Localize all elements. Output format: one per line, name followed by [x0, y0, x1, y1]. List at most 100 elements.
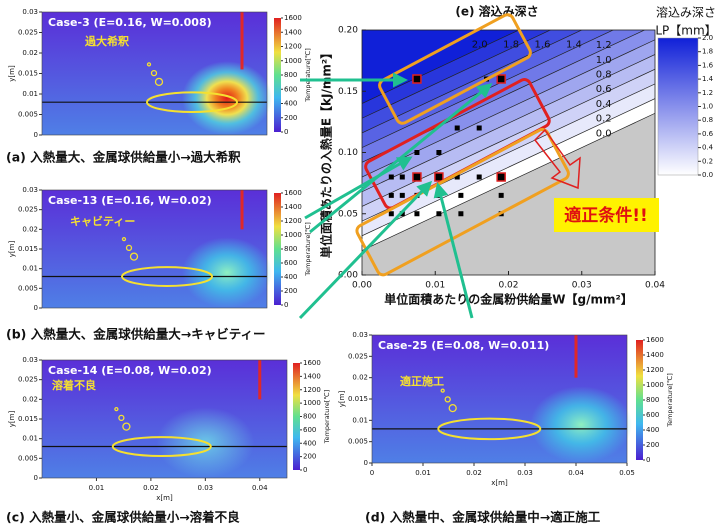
colorbar-tick-label: 200 — [284, 287, 297, 295]
y-tick-label: 0.03 — [352, 331, 368, 339]
contour-line — [362, 30, 583, 134]
x-tick-label: 0.01 — [415, 469, 431, 477]
colorbar-unit: LP【mm】 — [655, 24, 716, 38]
data-point — [436, 150, 442, 155]
data-point — [414, 211, 420, 217]
y-tick-label: 0.02 — [352, 374, 368, 382]
colorbar-tick-label: 800 — [284, 245, 297, 253]
caption: (d) 入熱量中、金属球供給量中→適正施工 — [365, 510, 601, 525]
y-tick-label: 0.02 — [22, 395, 38, 403]
y-tick-label: 0.03 — [22, 356, 38, 364]
callout: 適正条件!! — [564, 205, 648, 226]
y-tick-label: 0.01 — [22, 265, 38, 273]
data-point — [496, 74, 506, 84]
y-tick-label: 0 — [364, 459, 368, 467]
y-tick-label: 0.025 — [18, 29, 38, 37]
contour-label: 0.6 — [596, 84, 612, 95]
colorbar — [636, 340, 643, 460]
y-tick-label: 0.05 — [338, 209, 358, 219]
y-tick-label: 0.025 — [18, 206, 38, 214]
annotation: 適正施工 — [400, 374, 444, 388]
colorbar-tick-label: 600 — [284, 85, 297, 93]
y-axis-label: y[m] — [8, 65, 16, 82]
x-tick-label: 0.03 — [572, 281, 592, 291]
data-point — [458, 192, 464, 198]
contour-line — [362, 112, 655, 251]
y-tick-label: 0.20 — [338, 26, 358, 36]
colorbar-tick-label: 200 — [284, 114, 297, 122]
colorbar-tick-label: 1600 — [646, 336, 664, 344]
data-point — [412, 74, 422, 84]
y-tick-label: 0.02 — [22, 225, 38, 233]
x-tick-label: 0.01 — [89, 484, 105, 492]
y-tick-label: 0.03 — [22, 8, 38, 16]
y-tick-label: 0.01 — [22, 435, 38, 443]
colorbar-tick-label: 0.2 — [702, 157, 713, 165]
colorbar-tick-label: 800 — [646, 396, 659, 404]
chart-title: (e) 溶込み深さ — [455, 4, 538, 19]
colorbar-tick-label: 1400 — [284, 203, 302, 211]
data-point — [399, 192, 405, 198]
x-tick-label: 0.03 — [517, 469, 533, 477]
data-point — [496, 172, 506, 182]
colorbar-tick-label: 600 — [646, 411, 659, 419]
x-tick-label: 0.03 — [198, 484, 214, 492]
colorbar-tick-label: 400 — [303, 439, 316, 447]
colorbar — [274, 193, 281, 305]
colorbar-tick-label: 1000 — [646, 381, 664, 389]
colorbar-tick-label: 400 — [284, 100, 297, 108]
contour-label: 1.0 — [596, 55, 612, 66]
contour-label: 1.4 — [566, 39, 582, 50]
colorbar-tick-label: 0.8 — [702, 116, 713, 124]
y-tick-label: 0.015 — [18, 70, 38, 78]
arrow — [309, 83, 493, 234]
colorbar-label: Temperature[℃] — [323, 390, 331, 445]
y-tick-label: 0.01 — [352, 416, 368, 424]
colorbar-tick-label: 1.0 — [702, 103, 713, 111]
bubble — [150, 69, 158, 77]
y-tick-label: 0.005 — [348, 438, 368, 446]
colorbar-tick-label: 400 — [646, 426, 659, 434]
highlight-frame — [378, 13, 532, 125]
case-label: Case-14 (E=0.08, W=0.02) — [48, 364, 212, 377]
data-point — [498, 192, 504, 198]
case-label: Case-3 (E=0.16, W=0.008) — [48, 16, 212, 29]
powder-cloud — [111, 436, 212, 457]
x-tick-label: 0.02 — [466, 469, 482, 477]
caption: (c) 入熱量小、金属球供給量小→溶着不良 — [6, 510, 240, 525]
contour-label: 0.0 — [596, 128, 612, 139]
colorbar-label: Temperature[℃] — [304, 48, 312, 103]
data-point — [388, 192, 394, 198]
contour-line — [362, 30, 552, 119]
x-tick-label: 0.02 — [143, 484, 159, 492]
temperature-field — [182, 237, 272, 308]
annotation: 溶着不良 — [52, 378, 96, 392]
y-tick-label: 0.025 — [18, 376, 38, 384]
data-point — [454, 174, 460, 180]
colorbar-label: Temperature[℃] — [304, 222, 312, 277]
colorbar-tick-label: 800 — [303, 413, 316, 421]
colorbar-tick-label: 0 — [303, 466, 307, 474]
colorbar-tick-label: 1200 — [646, 366, 664, 374]
y-tick-label: 0.015 — [348, 395, 368, 403]
bubble — [448, 403, 457, 413]
contour-label: 1.6 — [535, 39, 551, 50]
colorbar-tick-label: 0 — [284, 128, 288, 136]
bubble — [121, 236, 127, 242]
bubble — [440, 388, 445, 393]
colorbar-tick-label: 0 — [646, 456, 650, 464]
data-point — [436, 211, 442, 217]
contour-line — [362, 98, 655, 237]
colorbar-tick-label: 0.4 — [702, 144, 714, 152]
x-tick-label: 0.02 — [498, 281, 518, 291]
colorbar-tick-label: 1400 — [646, 351, 664, 359]
colorbar-tick-label: 1.8 — [702, 48, 713, 56]
powder-cloud — [437, 417, 542, 441]
x-tick-label: 0.05 — [619, 469, 635, 477]
x-tick-label: 0 — [370, 469, 374, 477]
arrow — [433, 182, 474, 319]
temperature-field — [530, 386, 633, 463]
y-tick-label: 0.005 — [18, 284, 38, 292]
bubble — [125, 244, 133, 251]
y-tick-label: 0.015 — [18, 245, 38, 253]
